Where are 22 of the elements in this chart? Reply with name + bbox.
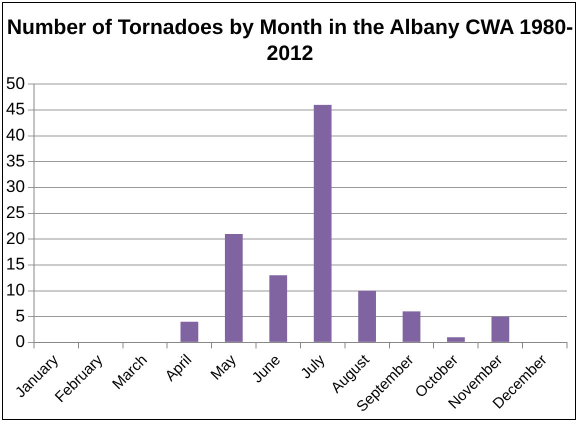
x-tick-label: May (208, 351, 240, 384)
bar (180, 322, 198, 342)
bar (224, 234, 243, 342)
y-tick-label: 20 (6, 228, 25, 248)
y-tick-label: 40 (6, 126, 25, 145)
chart-title: Number of Tornadoes by Month in the Albany CWA 1980-2012 (6, 15, 574, 67)
bar (447, 337, 465, 342)
y-tick-label: 10 (6, 280, 25, 300)
bar (314, 104, 332, 342)
bar (491, 316, 510, 342)
y-tick-label: 30 (6, 177, 25, 196)
y-tick-label: 0 (15, 332, 25, 352)
y-tick-label: 50 (6, 74, 25, 93)
y-tick-label: 15 (6, 254, 25, 274)
y-tick-label: 45 (6, 100, 25, 119)
bar (402, 311, 420, 342)
y-tick-label: 25 (6, 202, 25, 222)
y-tick-label: 5 (15, 306, 25, 326)
bar (269, 275, 288, 342)
y-tick-label: 35 (6, 151, 25, 170)
bar (358, 290, 376, 342)
x-tick-label: July (298, 351, 329, 382)
